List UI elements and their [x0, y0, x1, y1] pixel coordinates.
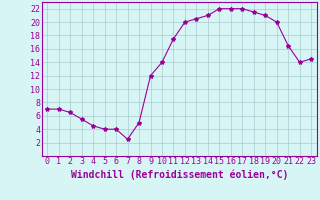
X-axis label: Windchill (Refroidissement éolien,°C): Windchill (Refroidissement éolien,°C): [70, 169, 288, 180]
